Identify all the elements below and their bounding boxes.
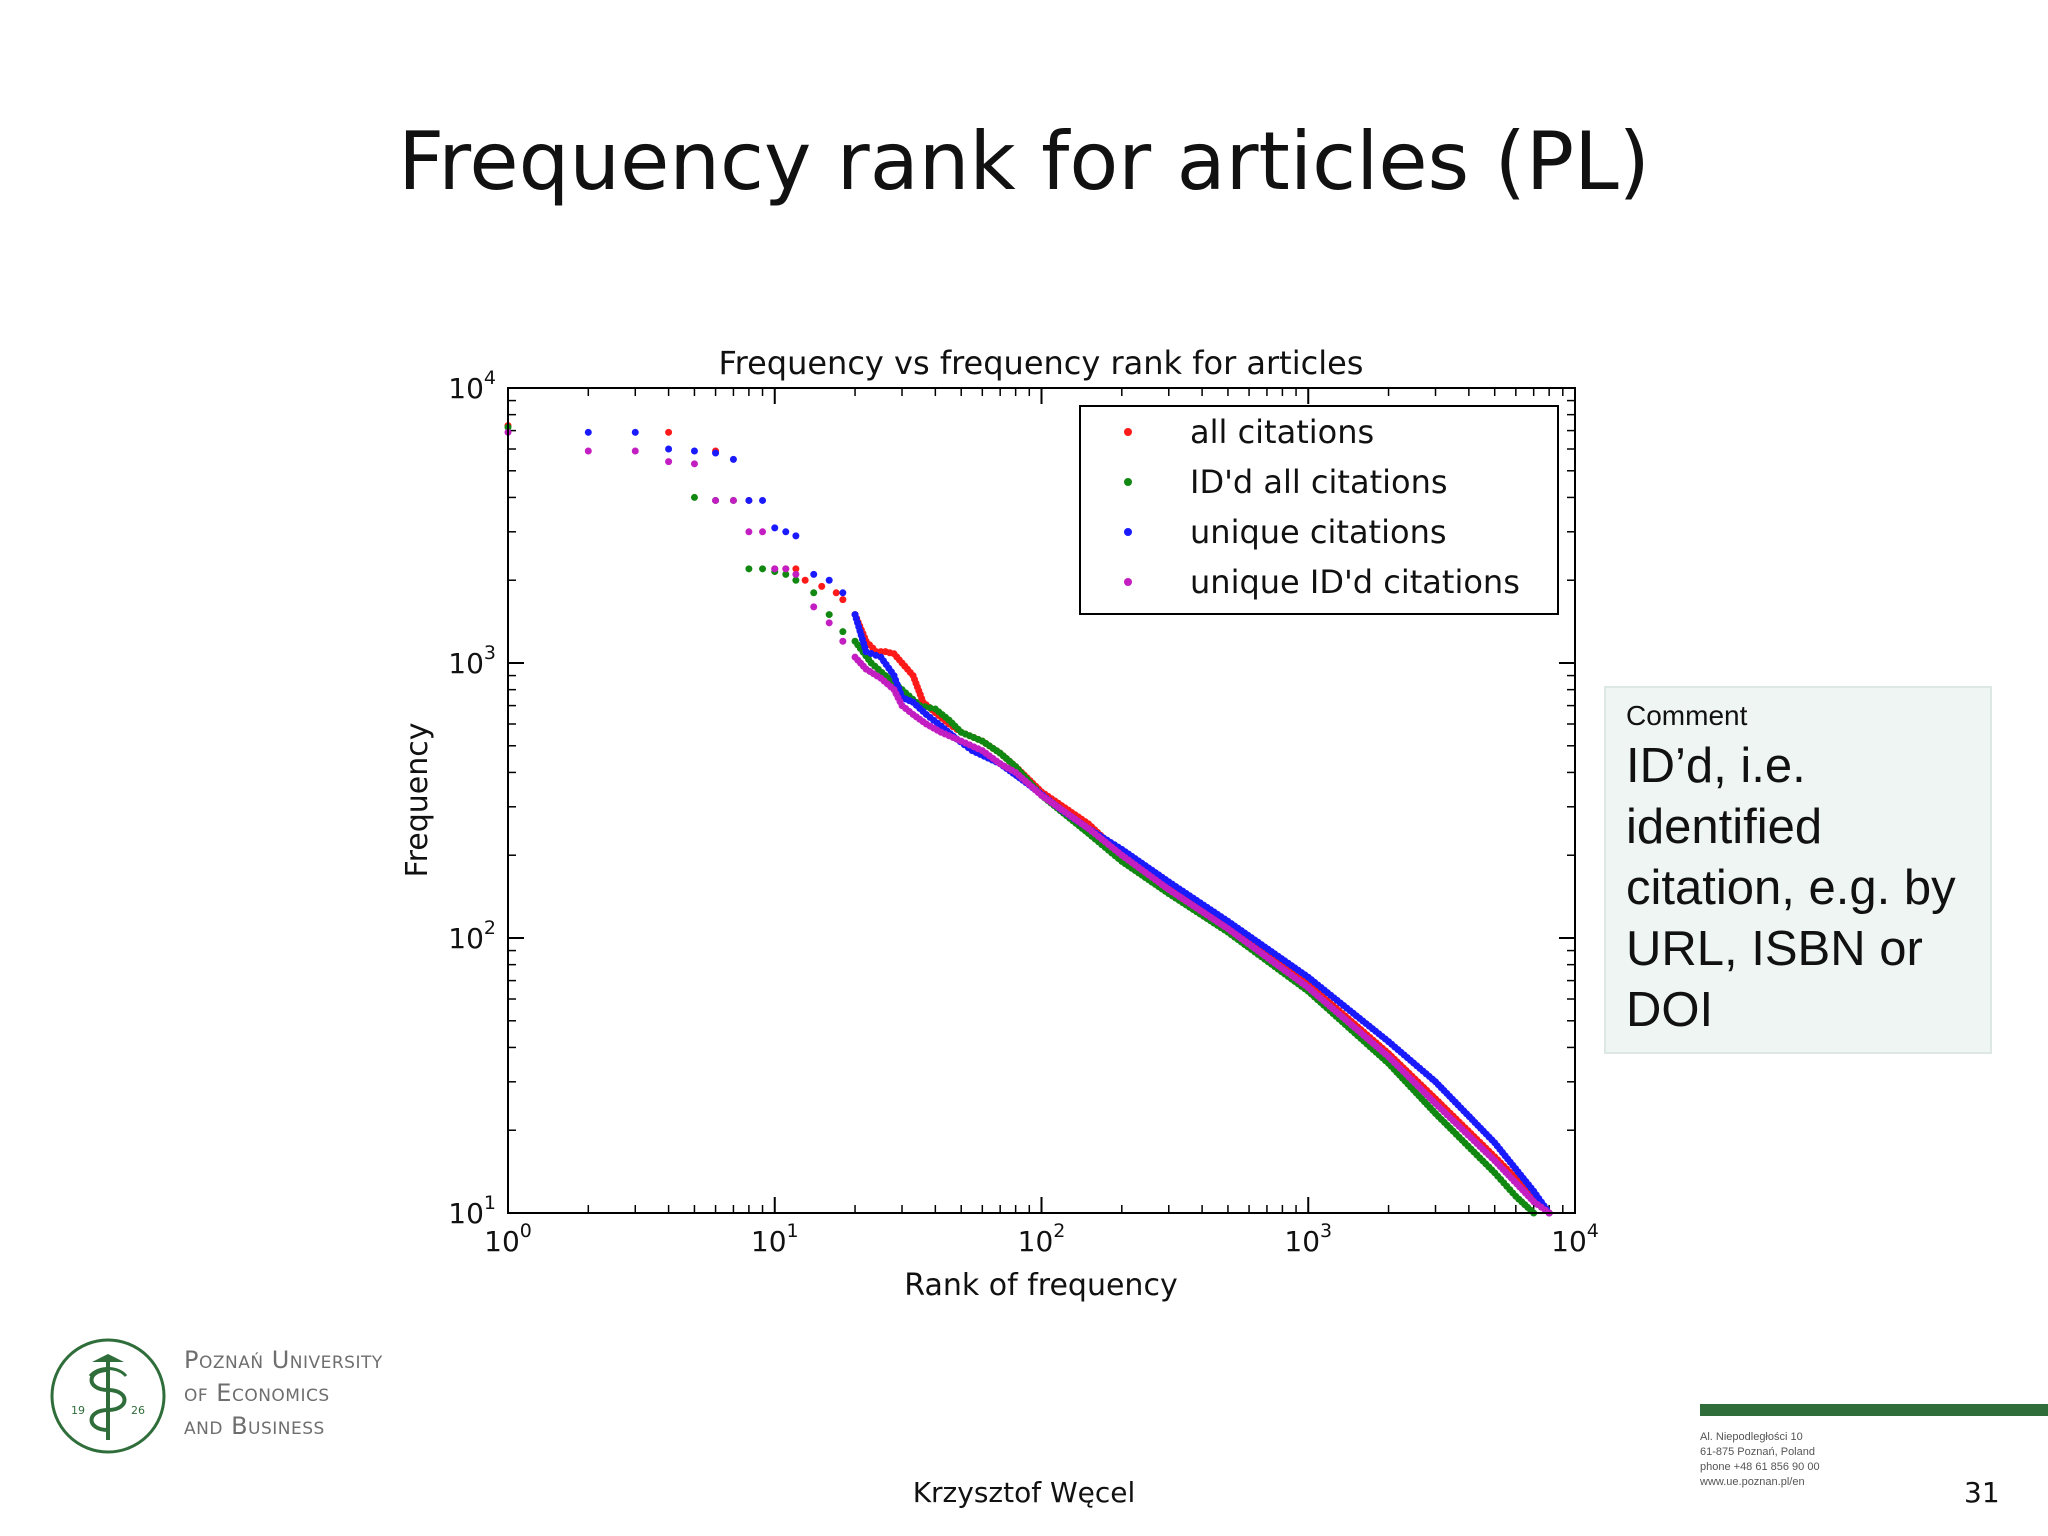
legend-marker — [1124, 528, 1132, 536]
legend-box — [1079, 405, 1559, 615]
comment-text: ID’d, i.e. identified citation, e.g. by … — [1626, 739, 1956, 1037]
y-tick-label: 104 — [448, 367, 496, 405]
legend-marker — [1124, 478, 1132, 486]
plot-frame — [507, 387, 1576, 1214]
legend-marker — [1124, 428, 1132, 436]
data-point — [771, 524, 779, 532]
legend-label: unique ID'd citations — [1190, 563, 1520, 601]
address-line1: Al. Niepodległości 10 — [1700, 1431, 1803, 1443]
minor-ticks — [508, 388, 1575, 1213]
university-name-line1: Poznań University — [184, 1346, 383, 1374]
data-point — [584, 447, 592, 455]
data-point — [810, 589, 818, 597]
footer-author: Krzysztof Węcel — [912, 1476, 1136, 1509]
data-point — [792, 570, 800, 578]
legend-entries: all citations ID'd all citations unique ci… — [1124, 413, 1520, 601]
address-line2: 61-875 Poznań, Poland — [1700, 1446, 1815, 1458]
data-point — [631, 447, 639, 455]
x-tick-label: 101 — [751, 1220, 799, 1258]
data-point — [745, 528, 753, 536]
data-point — [792, 565, 800, 573]
data-point — [712, 496, 720, 504]
data-point — [839, 596, 847, 604]
data-point — [825, 576, 833, 584]
data-point — [631, 428, 639, 436]
x-tick-label: 103 — [1284, 1220, 1332, 1258]
data-point — [665, 445, 673, 453]
comment-heading: Comment — [1626, 700, 1748, 731]
y-tick-label: 103 — [448, 642, 496, 680]
data-point — [810, 603, 818, 611]
y-tick-label: 101 — [448, 1192, 496, 1230]
data-point — [825, 611, 833, 619]
university-name-line2: of Economics — [184, 1379, 330, 1407]
data-point — [782, 565, 790, 573]
data-point — [690, 493, 698, 501]
data-point — [792, 532, 800, 540]
data-point — [782, 570, 790, 578]
data-point — [729, 496, 737, 504]
address-line4: www.ue.poznan.pl/en — [1700, 1476, 1805, 1488]
x-axis-label: Rank of frequency — [904, 1268, 1177, 1303]
footer-accent-bar — [1700, 1404, 2048, 1416]
x-tick-label: 100 — [484, 1220, 532, 1258]
data-point — [839, 628, 847, 636]
data-point — [839, 589, 847, 597]
emblem-year-left: 19 — [71, 1404, 85, 1417]
data-point — [825, 619, 833, 627]
comment-box: Comment ID’d, i.e. identified citation, … — [1604, 686, 1992, 1054]
chart-title: Frequency vs frequency rank for articles — [719, 344, 1364, 382]
university-logo: 19 26 Poznań University of Economics and… — [48, 1336, 448, 1456]
x-tick-label: 102 — [1018, 1220, 1066, 1258]
data-point — [759, 496, 767, 504]
slide-title: Frequency rank for articles (PL) — [398, 115, 1650, 208]
data-point — [759, 528, 767, 536]
data-point — [782, 528, 790, 536]
x-tick-label: 104 — [1551, 1220, 1599, 1258]
y-axis-label: Frequency — [400, 723, 435, 878]
page-number: 31 — [1964, 1476, 2000, 1509]
university-address: Al. Niepodległości 10 61-875 Poznań, Pol… — [1700, 1430, 1820, 1490]
data-point — [801, 576, 809, 584]
x-tick-labels: 100 101 102 103 104 — [484, 1220, 1599, 1258]
legend: all citations ID'd all citations unique ci… — [1079, 405, 1559, 615]
data-point — [584, 428, 592, 436]
frequency-rank-chart: Frequency vs frequency rank for articles… — [400, 344, 1599, 1303]
data-point — [759, 565, 767, 573]
legend-label: all citations — [1190, 413, 1374, 451]
data-point — [745, 496, 753, 504]
address-line3: phone +48 61 856 90 00 — [1700, 1461, 1820, 1473]
university-name: Poznań University of Economics and Busin… — [184, 1344, 383, 1443]
y-tick-labels: 101 102 103 104 — [448, 367, 496, 1230]
legend-label: ID'd all citations — [1190, 463, 1448, 501]
data-point — [690, 447, 698, 455]
data-point — [771, 565, 779, 573]
data-point — [745, 565, 753, 573]
university-name-line3: and Business — [184, 1412, 325, 1440]
data-point — [665, 458, 673, 466]
y-tick-label: 102 — [448, 917, 496, 955]
data-point — [839, 637, 847, 645]
university-emblem: 19 26 — [50, 1338, 166, 1454]
emblem-year-right: 26 — [131, 1404, 145, 1417]
scatter-points — [504, 422, 1553, 1217]
data-point — [729, 455, 737, 463]
data-point — [792, 576, 800, 584]
data-point — [810, 570, 818, 578]
legend-marker — [1124, 578, 1132, 586]
data-point — [832, 589, 840, 597]
legend-label: unique citations — [1190, 513, 1447, 551]
data-point — [690, 460, 698, 468]
data-point — [665, 428, 673, 436]
data-point — [818, 582, 826, 590]
data-point — [712, 449, 720, 457]
